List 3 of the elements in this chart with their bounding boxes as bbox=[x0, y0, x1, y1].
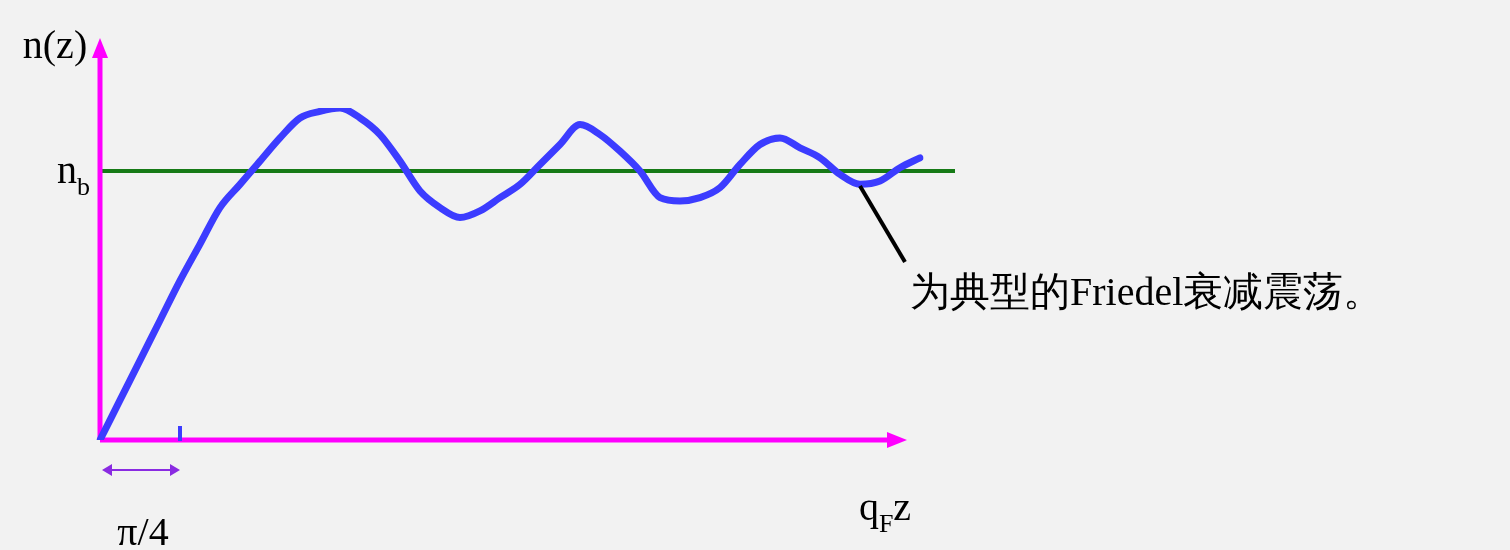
y-axis-title: n(z) bbox=[22, 22, 88, 67]
text: π/4 bbox=[117, 509, 169, 550]
annotation: 为典型的Friedel衰减震荡。 bbox=[910, 269, 1384, 314]
